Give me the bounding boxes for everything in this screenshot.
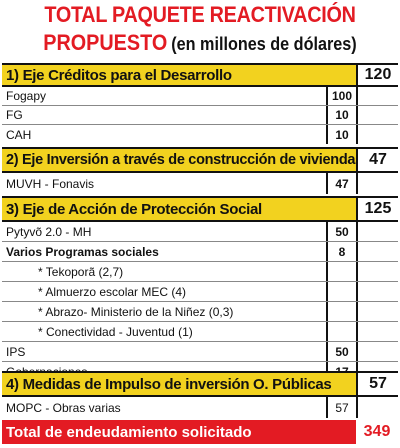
section-header-3: 3) Eje de Acción de Protección Social 12…	[2, 196, 398, 222]
budget-table: 1) Eje Créditos para el Desarrollo 120 F…	[2, 63, 398, 444]
item-value: 10	[326, 106, 356, 124]
section-total: 57	[356, 373, 398, 395]
item-value	[326, 302, 356, 321]
total-column	[356, 242, 398, 261]
grand-total-row: Total de endeudamiento solicitado 349	[2, 420, 398, 444]
item-value: 50	[326, 222, 356, 241]
item-value: 8	[326, 242, 356, 261]
grand-total-value: 349	[356, 420, 398, 444]
section-header-1: 1) Eje Créditos para el Desarrollo 120	[2, 63, 398, 87]
title-propuesto: PROPUESTO	[43, 30, 168, 55]
item-value	[326, 322, 356, 341]
item-value: 47	[326, 173, 356, 194]
title-line-2: PROPUESTO (en millones de dólares)	[20, 30, 380, 59]
section-label: 3) Eje de Acción de Protección Social	[6, 200, 262, 218]
section-header-2: 2) Eje Inversión a través de construcció…	[2, 147, 398, 173]
item-label: MOPC - Obras varias	[6, 400, 121, 415]
item-label: Varios Programas sociales	[6, 244, 159, 259]
table-row: * Tekoporã (2,7)	[2, 262, 398, 282]
grand-total-label: Total de endeudamiento solicitado	[6, 423, 252, 441]
table-row: MUVH - Fonavis 47	[2, 173, 398, 194]
item-label: Fogapy	[6, 89, 47, 103]
total-column	[356, 173, 398, 194]
table-row: Varios Programas sociales 8	[2, 242, 398, 262]
total-column	[356, 397, 398, 418]
item-value	[326, 282, 356, 301]
section-header-4: 4) Medidas de Impulso de inversión O. Pú…	[2, 371, 398, 397]
item-value	[326, 262, 356, 281]
total-column	[356, 322, 398, 341]
item-value: 50	[326, 342, 356, 361]
table-row: FG 10	[2, 106, 398, 125]
total-column	[356, 342, 398, 361]
total-column	[356, 222, 398, 241]
total-column	[356, 302, 398, 321]
title-units: (en millones de dólares)	[171, 34, 357, 54]
table-row: IPS 50	[2, 342, 398, 362]
total-column	[356, 125, 398, 144]
item-label: IPS	[6, 344, 26, 359]
item-label: FG	[6, 108, 23, 122]
item-value: 57	[326, 397, 356, 418]
item-label: * Conectividad - Juventud (1)	[38, 324, 193, 339]
item-label: CAH	[6, 127, 32, 142]
table-row: * Conectividad - Juventud (1)	[2, 322, 398, 342]
item-label: MUVH - Fonavis	[6, 176, 95, 191]
item-value: 100	[326, 87, 356, 105]
table-row: Pytyvõ 2.0 - MH 50	[2, 222, 398, 242]
table-row: MOPC - Obras varias 57	[2, 397, 398, 418]
section-total: 47	[356, 149, 398, 171]
total-column	[356, 87, 398, 105]
item-label: * Almuerzo escolar MEC (4)	[38, 284, 187, 299]
item-value: 10	[326, 125, 356, 144]
item-label: Pytyvõ 2.0 - MH	[6, 224, 92, 239]
section-total: 125	[356, 198, 398, 220]
total-column	[356, 106, 398, 124]
item-label: * Abrazo- Ministerio de la Niñez (0,3)	[38, 304, 234, 319]
section-total: 120	[356, 65, 398, 85]
table-row: CAH 10	[2, 125, 398, 144]
title-line-1: TOTAL PAQUETE REACTIVACIÓN	[44, 2, 356, 27]
section-label: 1) Eje Créditos para el Desarrollo	[6, 66, 232, 84]
table-row: * Almuerzo escolar MEC (4)	[2, 282, 398, 302]
section-label: 4) Medidas de Impulso de inversión O. Pú…	[6, 375, 332, 393]
total-column	[356, 262, 398, 281]
item-label: * Tekoporã (2,7)	[38, 264, 124, 279]
section-label: 2) Eje Inversión a través de construcció…	[6, 152, 363, 168]
table-row: * Abrazo- Ministerio de la Niñez (0,3)	[2, 302, 398, 322]
table-row: Fogapy 100	[2, 87, 398, 106]
total-column	[356, 282, 398, 301]
